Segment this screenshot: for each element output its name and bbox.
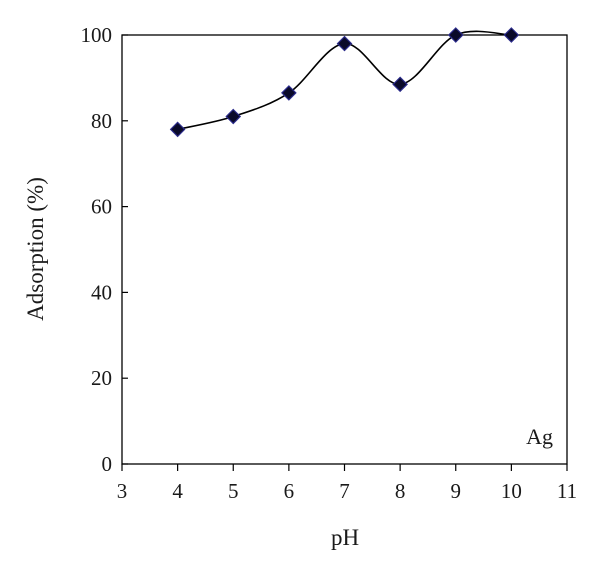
x-tick-label: 11: [557, 479, 577, 503]
y-tick-label: 0: [102, 452, 113, 476]
x-tick-label: 5: [228, 479, 239, 503]
data-point: [392, 76, 408, 93]
data-point: [336, 35, 353, 52]
data-points: [169, 27, 520, 138]
annotation-label: Ag: [526, 424, 553, 449]
x-tick-label: 10: [501, 479, 522, 503]
data-point: [503, 27, 520, 43]
x-tick-label: 8: [395, 479, 406, 503]
data-point: [447, 27, 464, 43]
y-tick-label: 80: [91, 109, 112, 133]
data-point: [169, 121, 186, 138]
x-axis-title: pH: [331, 525, 359, 550]
data-point: [281, 85, 297, 101]
x-axis-ticks: 3 4 5 6 7 8 9 10 11: [117, 464, 577, 503]
x-tick-label: 7: [339, 479, 350, 503]
y-tick-label: 100: [81, 23, 113, 47]
data-point: [225, 108, 242, 125]
y-axis-title: Adsorption (%): [23, 177, 48, 321]
y-axis-ticks: 0 20 40 60 80 100: [81, 23, 128, 476]
y-tick-label: 40: [91, 280, 112, 304]
y-tick-label: 20: [91, 366, 112, 390]
plot-frame: [121, 34, 568, 465]
x-tick-label: 9: [451, 479, 462, 503]
y-tick-label: 60: [91, 195, 112, 219]
x-tick-label: 6: [284, 479, 295, 503]
x-tick-label: 4: [172, 479, 183, 503]
x-tick-label: 3: [117, 479, 128, 503]
